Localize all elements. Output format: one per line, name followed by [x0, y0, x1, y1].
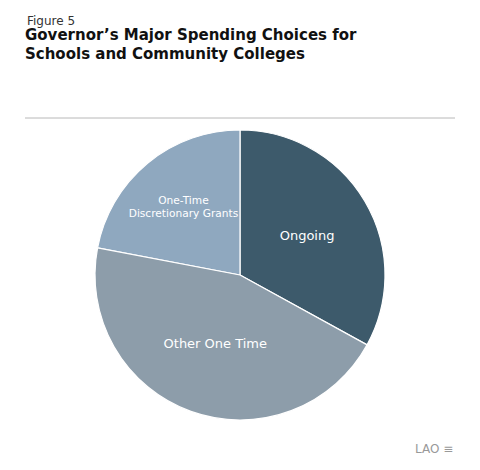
- svg-text:Figure 5: Figure 5: [27, 14, 75, 28]
- svg-text:LAO ≡: LAO ≡: [415, 442, 453, 456]
- svg-text:Other One Time: Other One Time: [164, 336, 267, 351]
- svg-text:Ongoing: Ongoing: [280, 228, 335, 243]
- svg-text:Governor’s Major Spending Choi: Governor’s Major Spending Choices forSch…: [25, 26, 357, 64]
- svg-text:One-TimeDiscretionary Grants: One-TimeDiscretionary Grants: [129, 194, 239, 221]
